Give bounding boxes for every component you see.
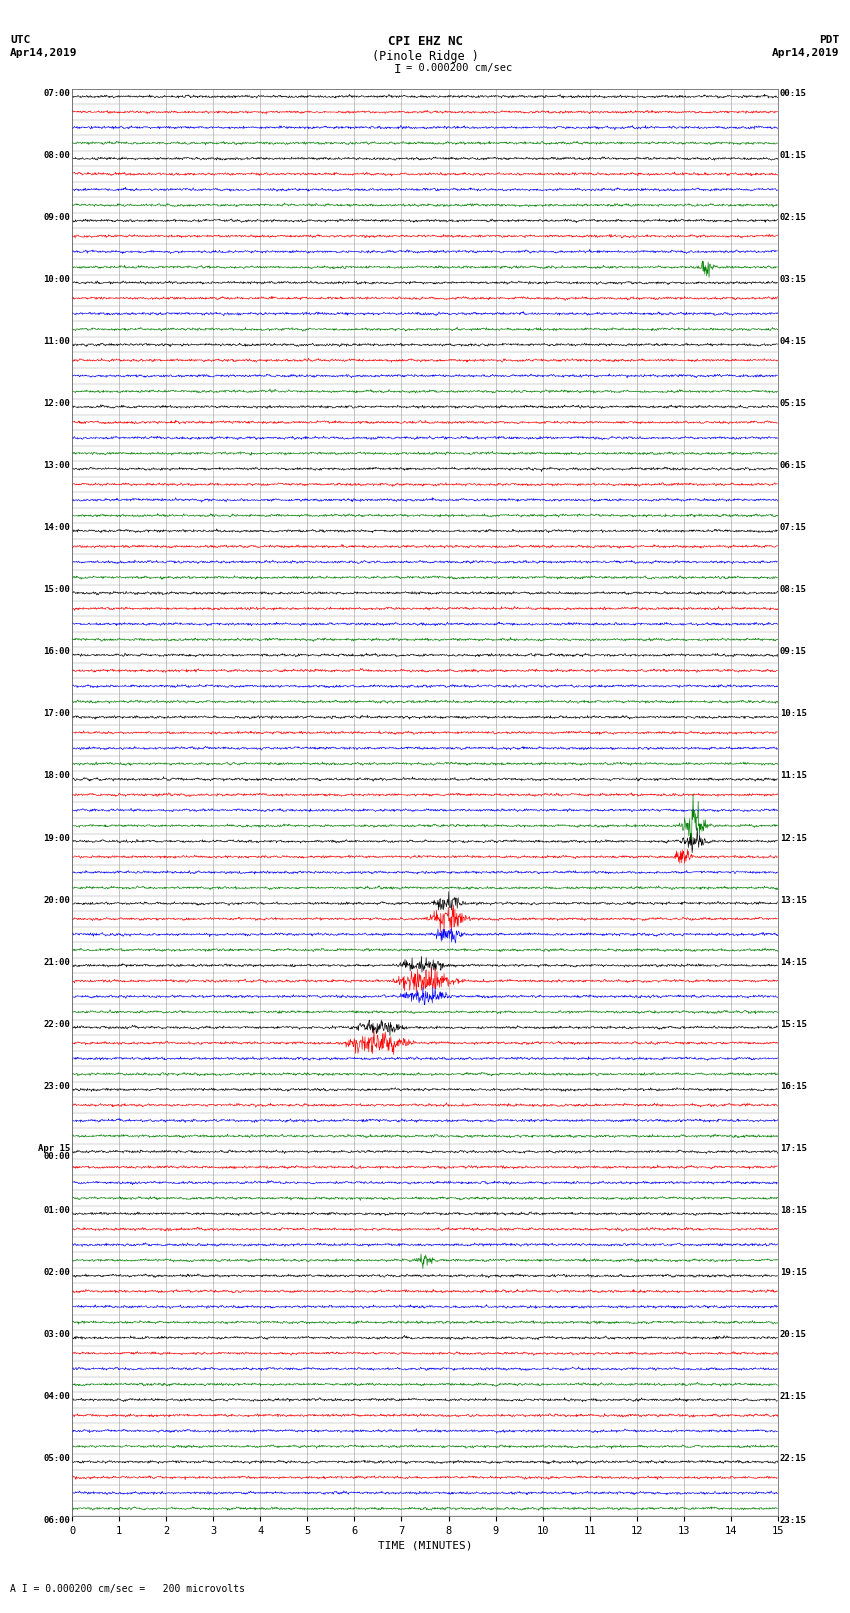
Text: 20:15: 20:15 [779, 1331, 807, 1339]
Text: PDT: PDT [819, 35, 840, 45]
Text: CPI EHZ NC: CPI EHZ NC [388, 35, 462, 48]
Text: 01:00: 01:00 [43, 1207, 71, 1215]
Text: 01:15: 01:15 [779, 150, 807, 160]
Text: 00:15: 00:15 [779, 89, 807, 98]
Text: 19:00: 19:00 [43, 834, 71, 842]
Text: 11:00: 11:00 [43, 337, 71, 345]
Text: Apr14,2019: Apr14,2019 [10, 48, 77, 58]
X-axis label: TIME (MINUTES): TIME (MINUTES) [377, 1540, 473, 1550]
Text: 05:00: 05:00 [43, 1455, 71, 1463]
Text: 00:00: 00:00 [43, 1152, 71, 1161]
Text: 03:00: 03:00 [43, 1331, 71, 1339]
Text: 23:00: 23:00 [43, 1082, 71, 1090]
Text: 07:15: 07:15 [779, 523, 807, 532]
Text: 18:15: 18:15 [779, 1207, 807, 1215]
Text: 02:15: 02:15 [779, 213, 807, 223]
Text: 11:15: 11:15 [779, 771, 807, 781]
Text: 21:15: 21:15 [779, 1392, 807, 1402]
Text: 02:00: 02:00 [43, 1268, 71, 1277]
Text: 14:00: 14:00 [43, 523, 71, 532]
Text: 09:15: 09:15 [779, 647, 807, 656]
Text: 16:00: 16:00 [43, 647, 71, 656]
Text: 14:15: 14:15 [779, 958, 807, 966]
Text: 22:15: 22:15 [779, 1455, 807, 1463]
Text: 05:15: 05:15 [779, 398, 807, 408]
Text: 10:15: 10:15 [779, 710, 807, 718]
Text: A I = 0.000200 cm/sec =   200 microvolts: A I = 0.000200 cm/sec = 200 microvolts [10, 1584, 245, 1594]
Text: Apr 15: Apr 15 [38, 1144, 71, 1153]
Text: 04:15: 04:15 [779, 337, 807, 345]
Text: 15:00: 15:00 [43, 586, 71, 594]
Text: 07:00: 07:00 [43, 89, 71, 98]
Text: 18:00: 18:00 [43, 771, 71, 781]
Text: 17:00: 17:00 [43, 710, 71, 718]
Text: 06:15: 06:15 [779, 461, 807, 469]
Text: UTC: UTC [10, 35, 31, 45]
Text: 23:15: 23:15 [779, 1516, 807, 1526]
Text: 15:15: 15:15 [779, 1019, 807, 1029]
Text: 13:15: 13:15 [779, 895, 807, 905]
Text: 19:15: 19:15 [779, 1268, 807, 1277]
Text: 17:15: 17:15 [779, 1144, 807, 1153]
Text: 13:00: 13:00 [43, 461, 71, 469]
Text: = 0.000200 cm/sec: = 0.000200 cm/sec [406, 63, 513, 73]
Text: 16:15: 16:15 [779, 1082, 807, 1090]
Text: 20:00: 20:00 [43, 895, 71, 905]
Text: 09:00: 09:00 [43, 213, 71, 223]
Text: 04:00: 04:00 [43, 1392, 71, 1402]
Text: 22:00: 22:00 [43, 1019, 71, 1029]
Text: 12:15: 12:15 [779, 834, 807, 842]
Text: 08:15: 08:15 [779, 586, 807, 594]
Text: 08:00: 08:00 [43, 150, 71, 160]
Text: I: I [394, 63, 401, 76]
Text: 10:00: 10:00 [43, 274, 71, 284]
Text: 12:00: 12:00 [43, 398, 71, 408]
Text: (Pinole Ridge ): (Pinole Ridge ) [371, 50, 479, 63]
Text: Apr14,2019: Apr14,2019 [773, 48, 840, 58]
Text: 03:15: 03:15 [779, 274, 807, 284]
Text: 06:00: 06:00 [43, 1516, 71, 1526]
Text: 21:00: 21:00 [43, 958, 71, 966]
